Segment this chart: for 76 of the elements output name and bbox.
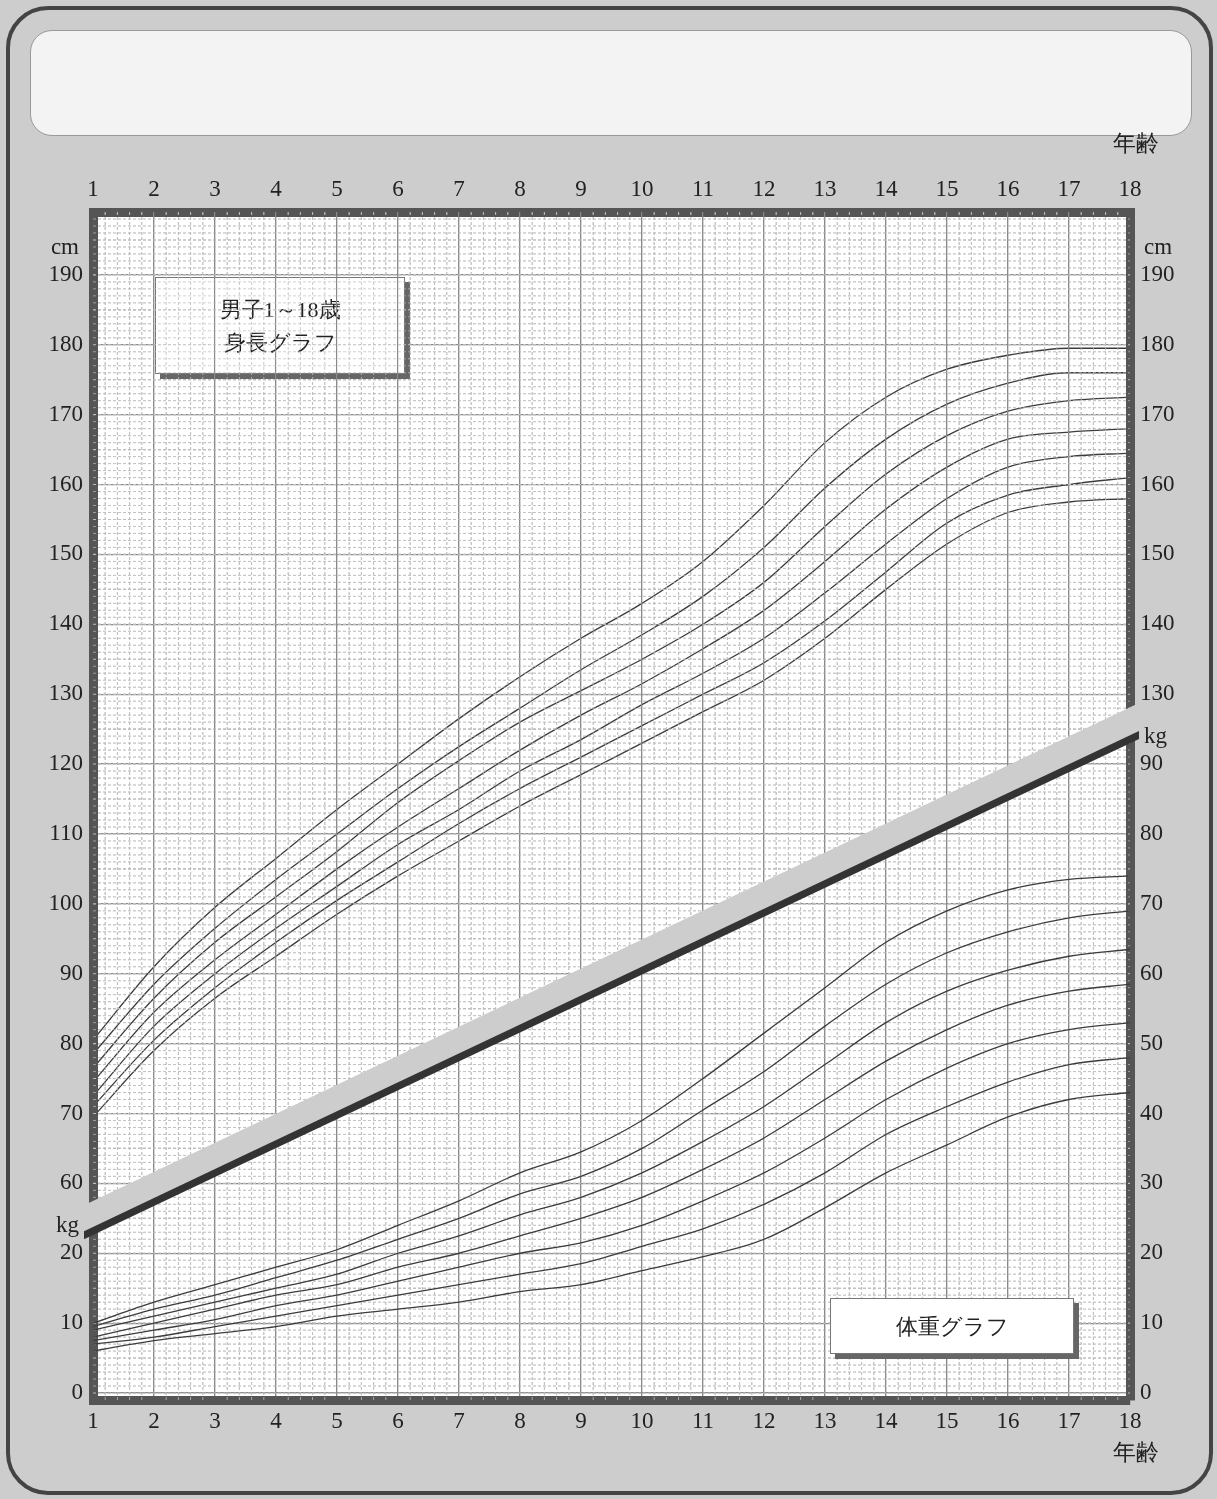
x-tick-label: 15 [935, 176, 959, 202]
y-tick-label: 110 [49, 820, 83, 845]
x-tick-label: 17 [1057, 1407, 1081, 1433]
x-tick-label: 15 [935, 1407, 959, 1433]
x-tick-label: 16 [996, 1407, 1020, 1433]
x-tick-label: 12 [752, 1407, 776, 1433]
y2-tick-label: 40 [1140, 1099, 1163, 1125]
y2-tick-label: 50 [1140, 1029, 1163, 1055]
y2-tick-label: 170 [1140, 400, 1175, 426]
x-tick-label: 9 [575, 176, 587, 202]
x-tick-label: 6 [392, 1407, 404, 1433]
y-tick-label: 10 [60, 1309, 83, 1335]
x-tick-label: 17 [1057, 176, 1081, 202]
y-tick-label: 180 [48, 330, 83, 356]
y2-tick-label: 160 [1140, 470, 1175, 496]
y-tick-label: 20 [60, 1239, 83, 1265]
x-tick-label: 3 [209, 176, 221, 202]
x-tick-label: 18 [1118, 176, 1142, 202]
y2-tick-label: 70 [1140, 889, 1163, 915]
y-tick-label: 120 [48, 750, 83, 776]
x-tick-label: 16 [996, 176, 1020, 202]
x-tick-label: 2 [148, 176, 160, 202]
y2-tick-label: 90 [1140, 750, 1163, 776]
x-tick-label: 10 [630, 176, 654, 202]
y-tick-label: 70 [60, 1099, 83, 1125]
y2-tick-label: 20 [1140, 1239, 1163, 1265]
x-tick-label: 11 [691, 176, 715, 202]
x-tick-label: 10 [630, 1407, 654, 1433]
y-tick-label: 60 [60, 1169, 83, 1195]
x-tick-label: 11 [691, 1407, 715, 1433]
x-tick-label: 3 [209, 1407, 221, 1433]
y2-axis-title: cm [1144, 233, 1173, 259]
y-tick-label: 160 [48, 470, 83, 496]
y2-tick-label: 140 [1140, 610, 1175, 636]
y2-tick-label: 60 [1140, 959, 1163, 985]
x-tick-label: 5 [331, 176, 343, 202]
x-tick-label: 1 [87, 176, 99, 202]
x-tick-label: 6 [392, 176, 404, 202]
y2-tick-label: 80 [1140, 820, 1163, 845]
x-tick-label: 14 [874, 176, 898, 202]
y-tick-label: 0 [71, 1379, 83, 1405]
x-tick-label: 13 [813, 1407, 837, 1433]
x-tick-label: 7 [453, 176, 465, 202]
x-tick-label: 5 [331, 1407, 343, 1433]
x-tick-label: 4 [270, 1407, 283, 1433]
y-axis-title: cm [50, 233, 80, 259]
x-tick-label: 1 [87, 1407, 99, 1433]
y2-tick-label: 150 [1140, 540, 1175, 566]
x-tick-label: 8 [514, 176, 526, 202]
y-tick-label: 130 [48, 680, 83, 706]
y2-axis-title: kg [1144, 723, 1168, 749]
x-tick-label: 8 [514, 1407, 526, 1433]
x-tick-label: 4 [270, 176, 283, 202]
x-tick-label: 2 [148, 1407, 160, 1433]
y-tick-label: 140 [48, 610, 83, 636]
x-tick-label: 9 [575, 1407, 587, 1433]
x-tick-label: 18 [1118, 1407, 1142, 1433]
y-tick-label: 90 [60, 959, 83, 985]
x-tick-label: 7 [453, 1407, 465, 1433]
x-tick-label: 13 [813, 176, 837, 202]
y2-tick-label: 190 [1140, 260, 1175, 286]
y2-tick-label: 10 [1140, 1309, 1163, 1335]
y-tick-label: 150 [48, 540, 83, 566]
y2-tick-label: 180 [1140, 330, 1175, 356]
y2-tick-label: 30 [1140, 1169, 1163, 1195]
y-tick-label: 190 [48, 260, 83, 286]
x-tick-label: 12 [752, 176, 776, 202]
y-tick-label: 170 [48, 400, 83, 426]
x-tick-label: 14 [874, 1407, 898, 1433]
x-axis-title: 年齢 [1113, 130, 1159, 156]
y-axis-title: kg [56, 1212, 80, 1238]
y2-tick-label: 130 [1140, 680, 1175, 706]
x-axis-title: 年齢 [1113, 1439, 1159, 1465]
y-tick-label: 80 [60, 1029, 83, 1055]
y-tick-label: 100 [48, 889, 83, 915]
y2-tick-label: 0 [1140, 1379, 1152, 1405]
